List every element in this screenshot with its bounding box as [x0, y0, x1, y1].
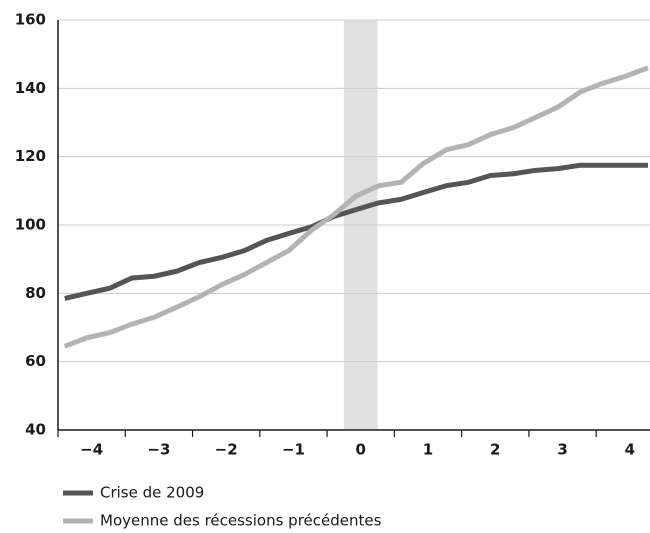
x-tick-label: −3 [147, 441, 170, 459]
legend-label: Moyenne des récessions précédentes [100, 512, 382, 530]
x-tick-label: 3 [557, 441, 567, 459]
legend-label: Crise de 2009 [100, 484, 204, 502]
data-line [63, 65, 649, 349]
y-tick-label: 140 [15, 79, 46, 97]
data-line [64, 162, 648, 301]
y-tick-label: 120 [15, 147, 46, 165]
x-tick-label: 0 [356, 441, 366, 459]
y-tick-label: 60 [25, 352, 46, 370]
x-tick-label: −2 [215, 441, 238, 459]
y-tick-label: 100 [15, 216, 46, 234]
y-tick-label: 160 [15, 11, 46, 29]
x-tick-label: −1 [282, 441, 305, 459]
x-tick-label: 2 [490, 441, 500, 459]
y-tick-label: 40 [25, 421, 46, 439]
x-tick-label: 4 [625, 441, 635, 459]
x-tick-label: 1 [423, 441, 433, 459]
y-tick-label: 80 [25, 284, 46, 302]
x-tick-label: −4 [80, 441, 103, 459]
